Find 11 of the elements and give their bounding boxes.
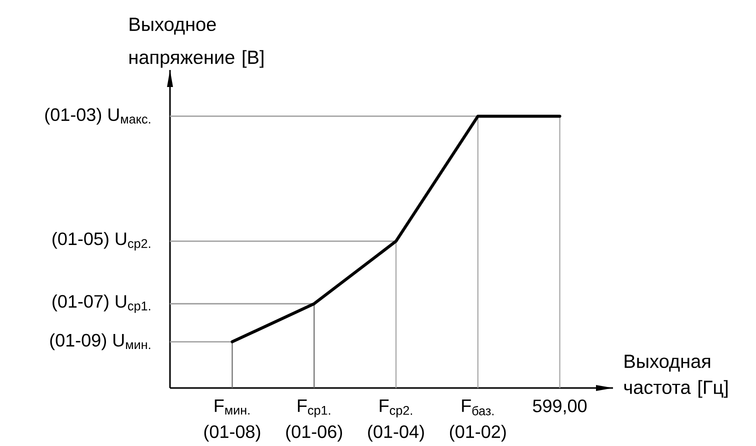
- x-tick-label: F$_{ср1.}$ (01-06): [286, 400, 342, 442]
- ref-line-label: (01-05) U$_{ср2.}$: [52, 232, 150, 250]
- x-tick-label: F$_{ср2.}$ (01-04): [368, 400, 424, 442]
- x-tick-label: 599,00: [532, 400, 587, 414]
- ref-line-label: (01-03) U$_{макс.}$: [45, 108, 150, 125]
- x-tick-label: F$_{баз.}$ (01-02): [450, 400, 506, 442]
- x-axis-title: Выходная частота [Гц]: [624, 354, 728, 398]
- y-axis-title: Выходное напряжение [В]: [130, 18, 264, 68]
- x-tick-label: F$_{мин.}$ (01-08): [204, 400, 260, 442]
- ref-line-label: (01-09) U$_{мин.}$: [50, 333, 150, 350]
- ref-line-label: (01-07) U$_{ср1.}$: [52, 294, 150, 313]
